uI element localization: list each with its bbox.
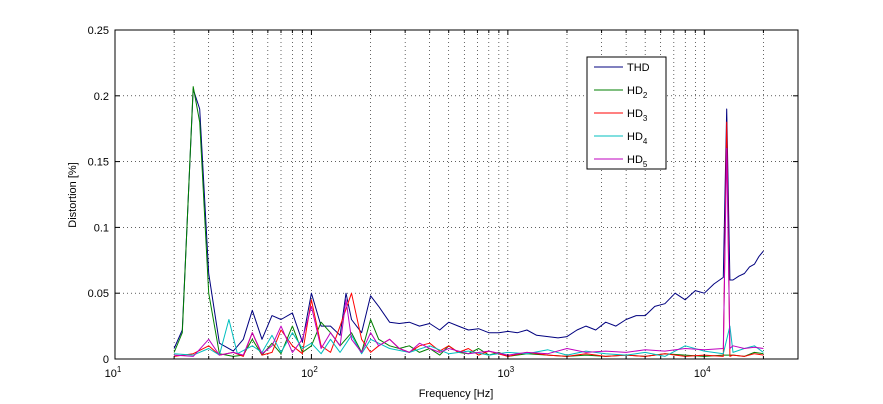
legend-label: HD2	[627, 85, 648, 100]
axis-ticks: 101 102 103 104 0 0.05 0.1 0.15 0.2 0.25	[88, 25, 798, 380]
x-axis-label: Frequency [Hz]	[419, 388, 494, 400]
x-tick-label: 102	[301, 365, 318, 380]
x-tick-label: 104	[694, 365, 711, 380]
y-tick-label: 0.1	[94, 222, 109, 234]
x-tick-label: 103	[498, 365, 515, 380]
y-tick-label: 0	[103, 354, 109, 366]
y-axis-label: Distortion [%]	[67, 162, 79, 227]
series-line-thd	[173, 88, 764, 352]
plot-area	[115, 30, 798, 359]
legend: THD HD2 HD3 HD4 HD5	[586, 56, 667, 170]
x-tick-label: 101	[105, 365, 122, 380]
legend-label: HD4	[627, 131, 648, 146]
series-line-hd5	[174, 147, 764, 357]
grid	[115, 30, 798, 359]
y-tick-label: 0.15	[88, 157, 109, 169]
legend-label: HD3	[627, 108, 648, 123]
axes-box	[114, 29, 799, 360]
legend-label: THD	[627, 62, 650, 74]
y-tick-label: 0.25	[88, 25, 109, 37]
series-lines	[173, 86, 764, 357]
y-tick-label: 0.2	[94, 91, 109, 103]
y-tick-label: 0.05	[88, 288, 109, 300]
legend-label: HD5	[627, 154, 648, 169]
